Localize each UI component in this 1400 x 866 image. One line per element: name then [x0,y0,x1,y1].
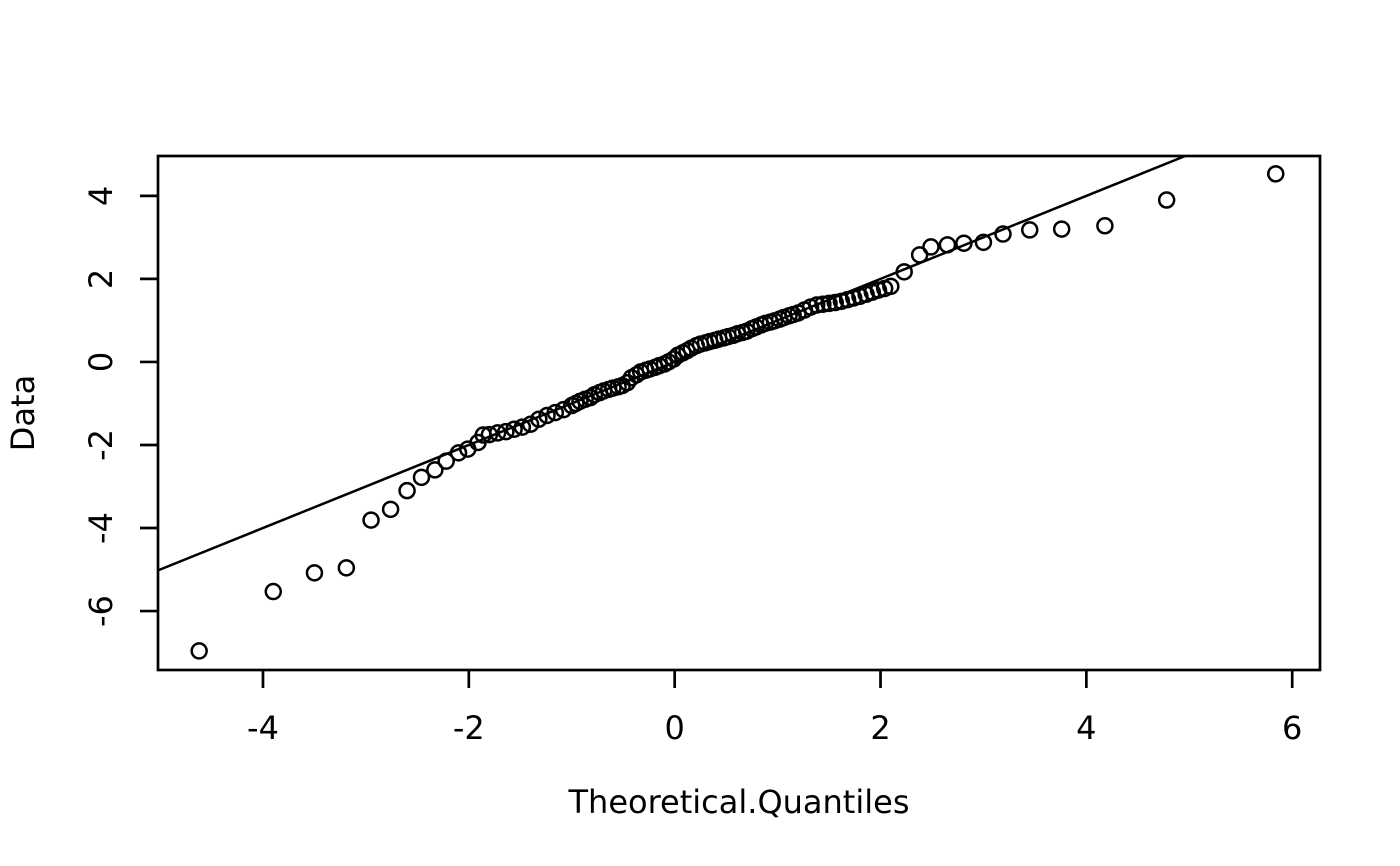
data-point [546,403,565,422]
data-point [994,225,1012,243]
data-point [264,582,283,601]
x-tick-label: 4 [1076,709,1096,747]
plot-border-box [156,154,1322,672]
x-tick-label: -2 [453,709,485,747]
y-axis: -6 -4 -2 0 2 4 [82,186,158,627]
data-point [910,246,929,264]
data-point [513,418,532,436]
data-point [337,559,356,577]
data-point [497,422,515,441]
data-point [480,425,499,444]
x-tick-label: 0 [664,709,684,747]
x-tick-label: 6 [1282,709,1302,747]
y-tick-label: 4 [82,186,120,206]
data-point [426,461,444,479]
x-axis: -4 -2 0 2 4 6 [247,670,1302,747]
data-point [505,420,523,438]
data-point [488,424,507,442]
data-point [449,444,468,462]
y-axis-title: Data [4,375,42,451]
data-point [826,293,844,312]
data-point [381,500,400,519]
x-tick-label: -4 [247,709,279,747]
data-point [814,295,832,313]
data-point [1021,221,1039,239]
data-point [437,452,455,470]
data-point [362,511,380,529]
y-tick-label: -2 [82,429,120,461]
data-point [530,410,548,428]
y-tick-label: -6 [82,595,120,627]
data-point [974,233,993,252]
data-points-group [190,165,1285,660]
x-tick-label: 2 [870,709,890,747]
data-point [1157,191,1176,209]
data-point [1052,220,1071,238]
data-point [190,642,208,660]
data-point [882,277,900,296]
y-tick-label: 0 [82,352,120,372]
data-point [922,238,940,256]
data-point [938,236,957,254]
data-point [955,234,973,252]
data-point [1096,217,1114,235]
data-point [412,468,431,487]
data-point [581,388,600,407]
data-point [538,406,556,425]
data-point [807,296,826,314]
data-point [1266,165,1285,183]
data-point [398,481,416,500]
y-tick-label: 2 [82,269,120,289]
data-point [820,294,838,313]
x-axis-title: Theoretical.Quantiles [568,783,910,821]
data-point [305,564,324,582]
data-point [895,263,913,281]
y-tick-label: -4 [82,512,120,544]
